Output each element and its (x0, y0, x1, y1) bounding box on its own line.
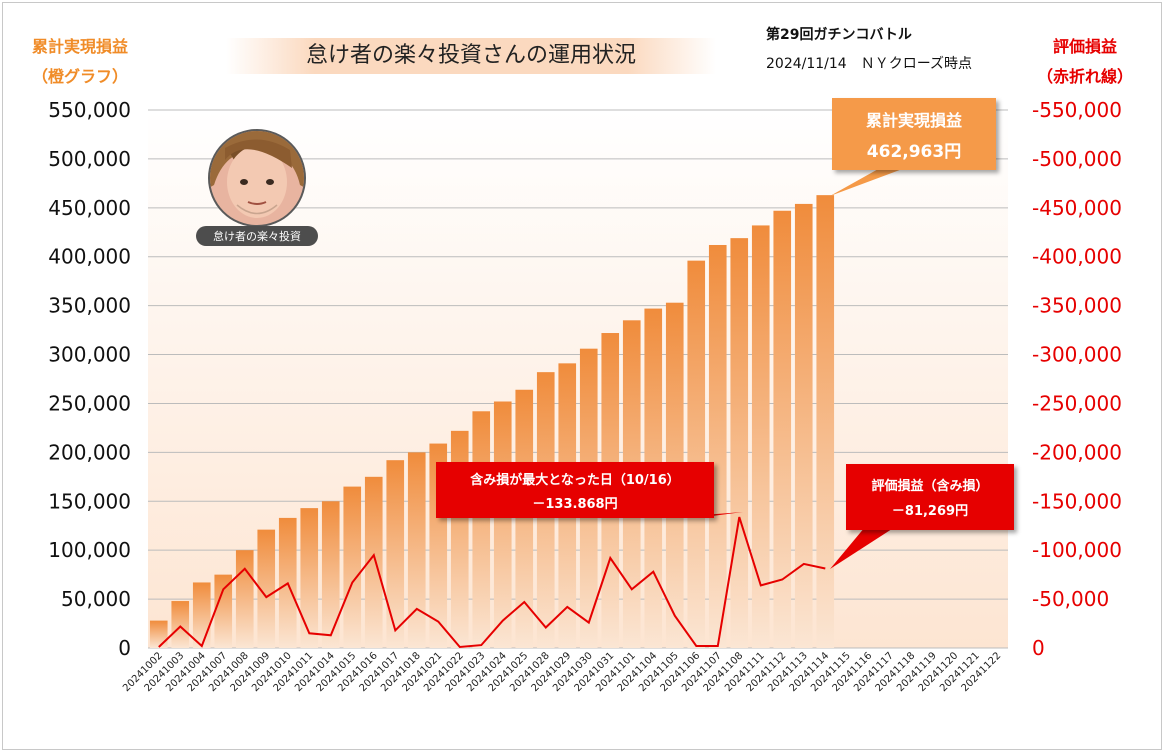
bar (214, 574, 233, 648)
bar (171, 601, 190, 648)
y-right-tick: -400,000 (1032, 245, 1122, 269)
y-right-tick: -100,000 (1032, 538, 1122, 562)
bar (816, 195, 835, 649)
avatar: 怠け者の楽々投資 (196, 129, 318, 246)
callout-max-loss-value: －133.868円 (532, 497, 617, 512)
y-left-tick: 300,000 (48, 343, 131, 367)
y-left-tick: 150,000 (48, 489, 131, 513)
callout-max-loss: 含み損が最大となった日（10/16） －133.868円 (436, 462, 743, 518)
bar (773, 210, 792, 648)
y-left-tick: 100,000 (48, 538, 131, 562)
bar (794, 203, 813, 648)
bar (257, 529, 276, 648)
y-right-tick: 0 (1032, 636, 1045, 660)
y-right-tick: -150,000 (1032, 489, 1122, 513)
y-right-tick: -200,000 (1032, 440, 1122, 464)
bar (493, 401, 512, 648)
y-left-tick: 400,000 (48, 245, 131, 269)
y-right-tick: -500,000 (1032, 147, 1122, 171)
bar (386, 460, 405, 648)
left-axis-title: 累計実現損益 （橙グラフ） (31, 37, 128, 86)
callout-realized-value: 462,963円 (867, 142, 961, 162)
bar (364, 476, 383, 648)
y-left-tick: 50,000 (61, 587, 131, 611)
right-axis-title: 評価損益 （赤折れ線） (1036, 37, 1133, 86)
callout-unrealized-label: 評価損益（含み損） (871, 478, 988, 494)
y-right-tick: -350,000 (1032, 294, 1122, 318)
battle-date: 2024/11/14 ＮＹクローズ時点 (766, 56, 972, 72)
bar (515, 389, 534, 648)
bar (472, 411, 491, 648)
callout-unrealized: 評価損益（含み損） －81,269円 (830, 464, 1014, 569)
y-left-tick: 550,000 (48, 98, 131, 122)
bar (149, 620, 168, 648)
bar (407, 452, 426, 648)
y-left-tick: 0 (118, 636, 131, 660)
callout-unrealized-value: －81,269円 (892, 504, 968, 519)
y-left-tick: 200,000 (48, 440, 131, 464)
bar (751, 225, 770, 648)
callout-max-loss-label: 含み損が最大となった日（10/16） (469, 472, 680, 488)
avatar-caption: 怠け者の楽々投資 (213, 229, 301, 243)
y-left-tick: 500,000 (48, 147, 131, 171)
bar (687, 260, 706, 648)
bar (300, 508, 319, 648)
bar (708, 244, 727, 649)
y-right-tick: -450,000 (1032, 196, 1122, 220)
y-left-tick: 450,000 (48, 196, 131, 220)
y-left-tick: 250,000 (48, 391, 131, 415)
y-right-tick: -550,000 (1032, 98, 1122, 122)
bar (321, 501, 340, 648)
y-right-tick: -250,000 (1032, 391, 1122, 415)
battle-title: 第29回ガチンコバトル (766, 27, 912, 43)
y-right-tick: -300,000 (1032, 343, 1122, 367)
chart-title: 怠け者の楽々投資さんの運用状況 (226, 38, 716, 74)
bar (192, 582, 211, 648)
callout-realized-label: 累計実現損益 (866, 111, 962, 130)
y-right-tick: -50,000 (1032, 587, 1109, 611)
bar (343, 486, 362, 648)
bar (730, 238, 749, 648)
y-left-tick: 350,000 (48, 294, 131, 318)
unrealized-line (158, 516, 826, 649)
callout-realized: 累計実現損益 462,963円 (830, 98, 996, 196)
bar (235, 550, 254, 648)
